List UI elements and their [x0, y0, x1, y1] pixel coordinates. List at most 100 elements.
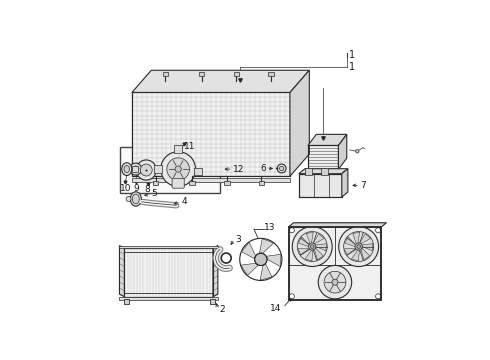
- Polygon shape: [290, 70, 309, 176]
- Text: 10: 10: [120, 184, 131, 193]
- Polygon shape: [132, 70, 309, 93]
- Polygon shape: [351, 250, 360, 261]
- Polygon shape: [289, 227, 381, 300]
- Circle shape: [318, 265, 352, 299]
- Circle shape: [297, 231, 327, 261]
- Polygon shape: [298, 248, 310, 255]
- Bar: [120, 147, 220, 193]
- Bar: [210, 299, 215, 304]
- Polygon shape: [289, 223, 387, 227]
- Polygon shape: [241, 263, 258, 275]
- Text: 1: 1: [349, 63, 355, 72]
- Circle shape: [311, 245, 314, 248]
- Polygon shape: [353, 232, 360, 244]
- Polygon shape: [260, 264, 272, 280]
- Polygon shape: [316, 244, 326, 251]
- Bar: [123, 299, 128, 304]
- Circle shape: [126, 197, 131, 202]
- Polygon shape: [132, 93, 290, 176]
- Bar: [163, 72, 168, 76]
- Circle shape: [290, 228, 294, 233]
- Text: 4: 4: [181, 197, 187, 206]
- Polygon shape: [120, 246, 124, 297]
- Bar: [259, 181, 264, 185]
- Polygon shape: [344, 248, 356, 255]
- Circle shape: [356, 150, 359, 153]
- Circle shape: [343, 231, 374, 261]
- Text: 13: 13: [265, 223, 276, 232]
- Bar: [174, 145, 182, 153]
- Polygon shape: [124, 248, 213, 297]
- Bar: [132, 166, 138, 172]
- Polygon shape: [299, 174, 342, 197]
- Circle shape: [175, 166, 181, 172]
- Ellipse shape: [132, 194, 139, 204]
- Circle shape: [136, 160, 156, 180]
- Circle shape: [376, 294, 381, 299]
- Polygon shape: [345, 237, 355, 247]
- Circle shape: [355, 243, 362, 250]
- Text: 8: 8: [145, 185, 150, 194]
- Polygon shape: [306, 232, 313, 244]
- Circle shape: [133, 166, 139, 172]
- Circle shape: [167, 158, 190, 180]
- Bar: [153, 181, 158, 185]
- Bar: [305, 168, 312, 175]
- Bar: [132, 179, 290, 182]
- Polygon shape: [298, 237, 309, 247]
- Bar: [120, 246, 218, 248]
- Text: 1: 1: [349, 50, 355, 60]
- Circle shape: [290, 294, 294, 299]
- Circle shape: [339, 226, 379, 266]
- Polygon shape: [213, 246, 218, 297]
- Bar: [257, 256, 265, 263]
- Polygon shape: [360, 234, 370, 244]
- Text: 12: 12: [233, 165, 245, 174]
- Polygon shape: [339, 134, 347, 169]
- Circle shape: [130, 163, 142, 175]
- Bar: [120, 297, 218, 300]
- Polygon shape: [242, 242, 255, 258]
- Polygon shape: [299, 169, 348, 174]
- Polygon shape: [267, 254, 281, 266]
- Text: 6: 6: [260, 164, 266, 173]
- Polygon shape: [305, 250, 313, 261]
- FancyBboxPatch shape: [172, 179, 184, 188]
- Circle shape: [357, 245, 361, 248]
- Polygon shape: [260, 239, 273, 253]
- Circle shape: [376, 228, 381, 233]
- Bar: [224, 181, 229, 185]
- Ellipse shape: [122, 163, 132, 176]
- Circle shape: [279, 166, 284, 171]
- Text: 11: 11: [184, 142, 195, 151]
- Bar: [189, 181, 195, 185]
- Circle shape: [140, 164, 152, 176]
- Bar: [234, 72, 239, 76]
- Polygon shape: [308, 145, 339, 169]
- Circle shape: [161, 152, 196, 186]
- Ellipse shape: [124, 166, 129, 173]
- Text: 7: 7: [361, 181, 367, 190]
- Bar: [154, 165, 162, 173]
- Polygon shape: [362, 244, 373, 251]
- Text: 3: 3: [235, 235, 241, 244]
- Circle shape: [324, 271, 346, 293]
- Ellipse shape: [130, 192, 141, 206]
- Polygon shape: [315, 248, 323, 260]
- Polygon shape: [361, 248, 369, 260]
- Circle shape: [292, 226, 332, 266]
- Circle shape: [255, 253, 267, 266]
- Polygon shape: [313, 234, 324, 244]
- Text: 9: 9: [133, 184, 139, 193]
- Text: 5: 5: [151, 189, 157, 198]
- Bar: [321, 168, 328, 175]
- Text: 2: 2: [219, 305, 224, 314]
- Bar: [269, 72, 274, 76]
- Circle shape: [277, 164, 286, 173]
- Polygon shape: [308, 134, 347, 145]
- Circle shape: [309, 243, 316, 250]
- Text: 14: 14: [270, 304, 282, 313]
- Polygon shape: [342, 169, 348, 197]
- Bar: [194, 168, 202, 175]
- Circle shape: [255, 253, 267, 266]
